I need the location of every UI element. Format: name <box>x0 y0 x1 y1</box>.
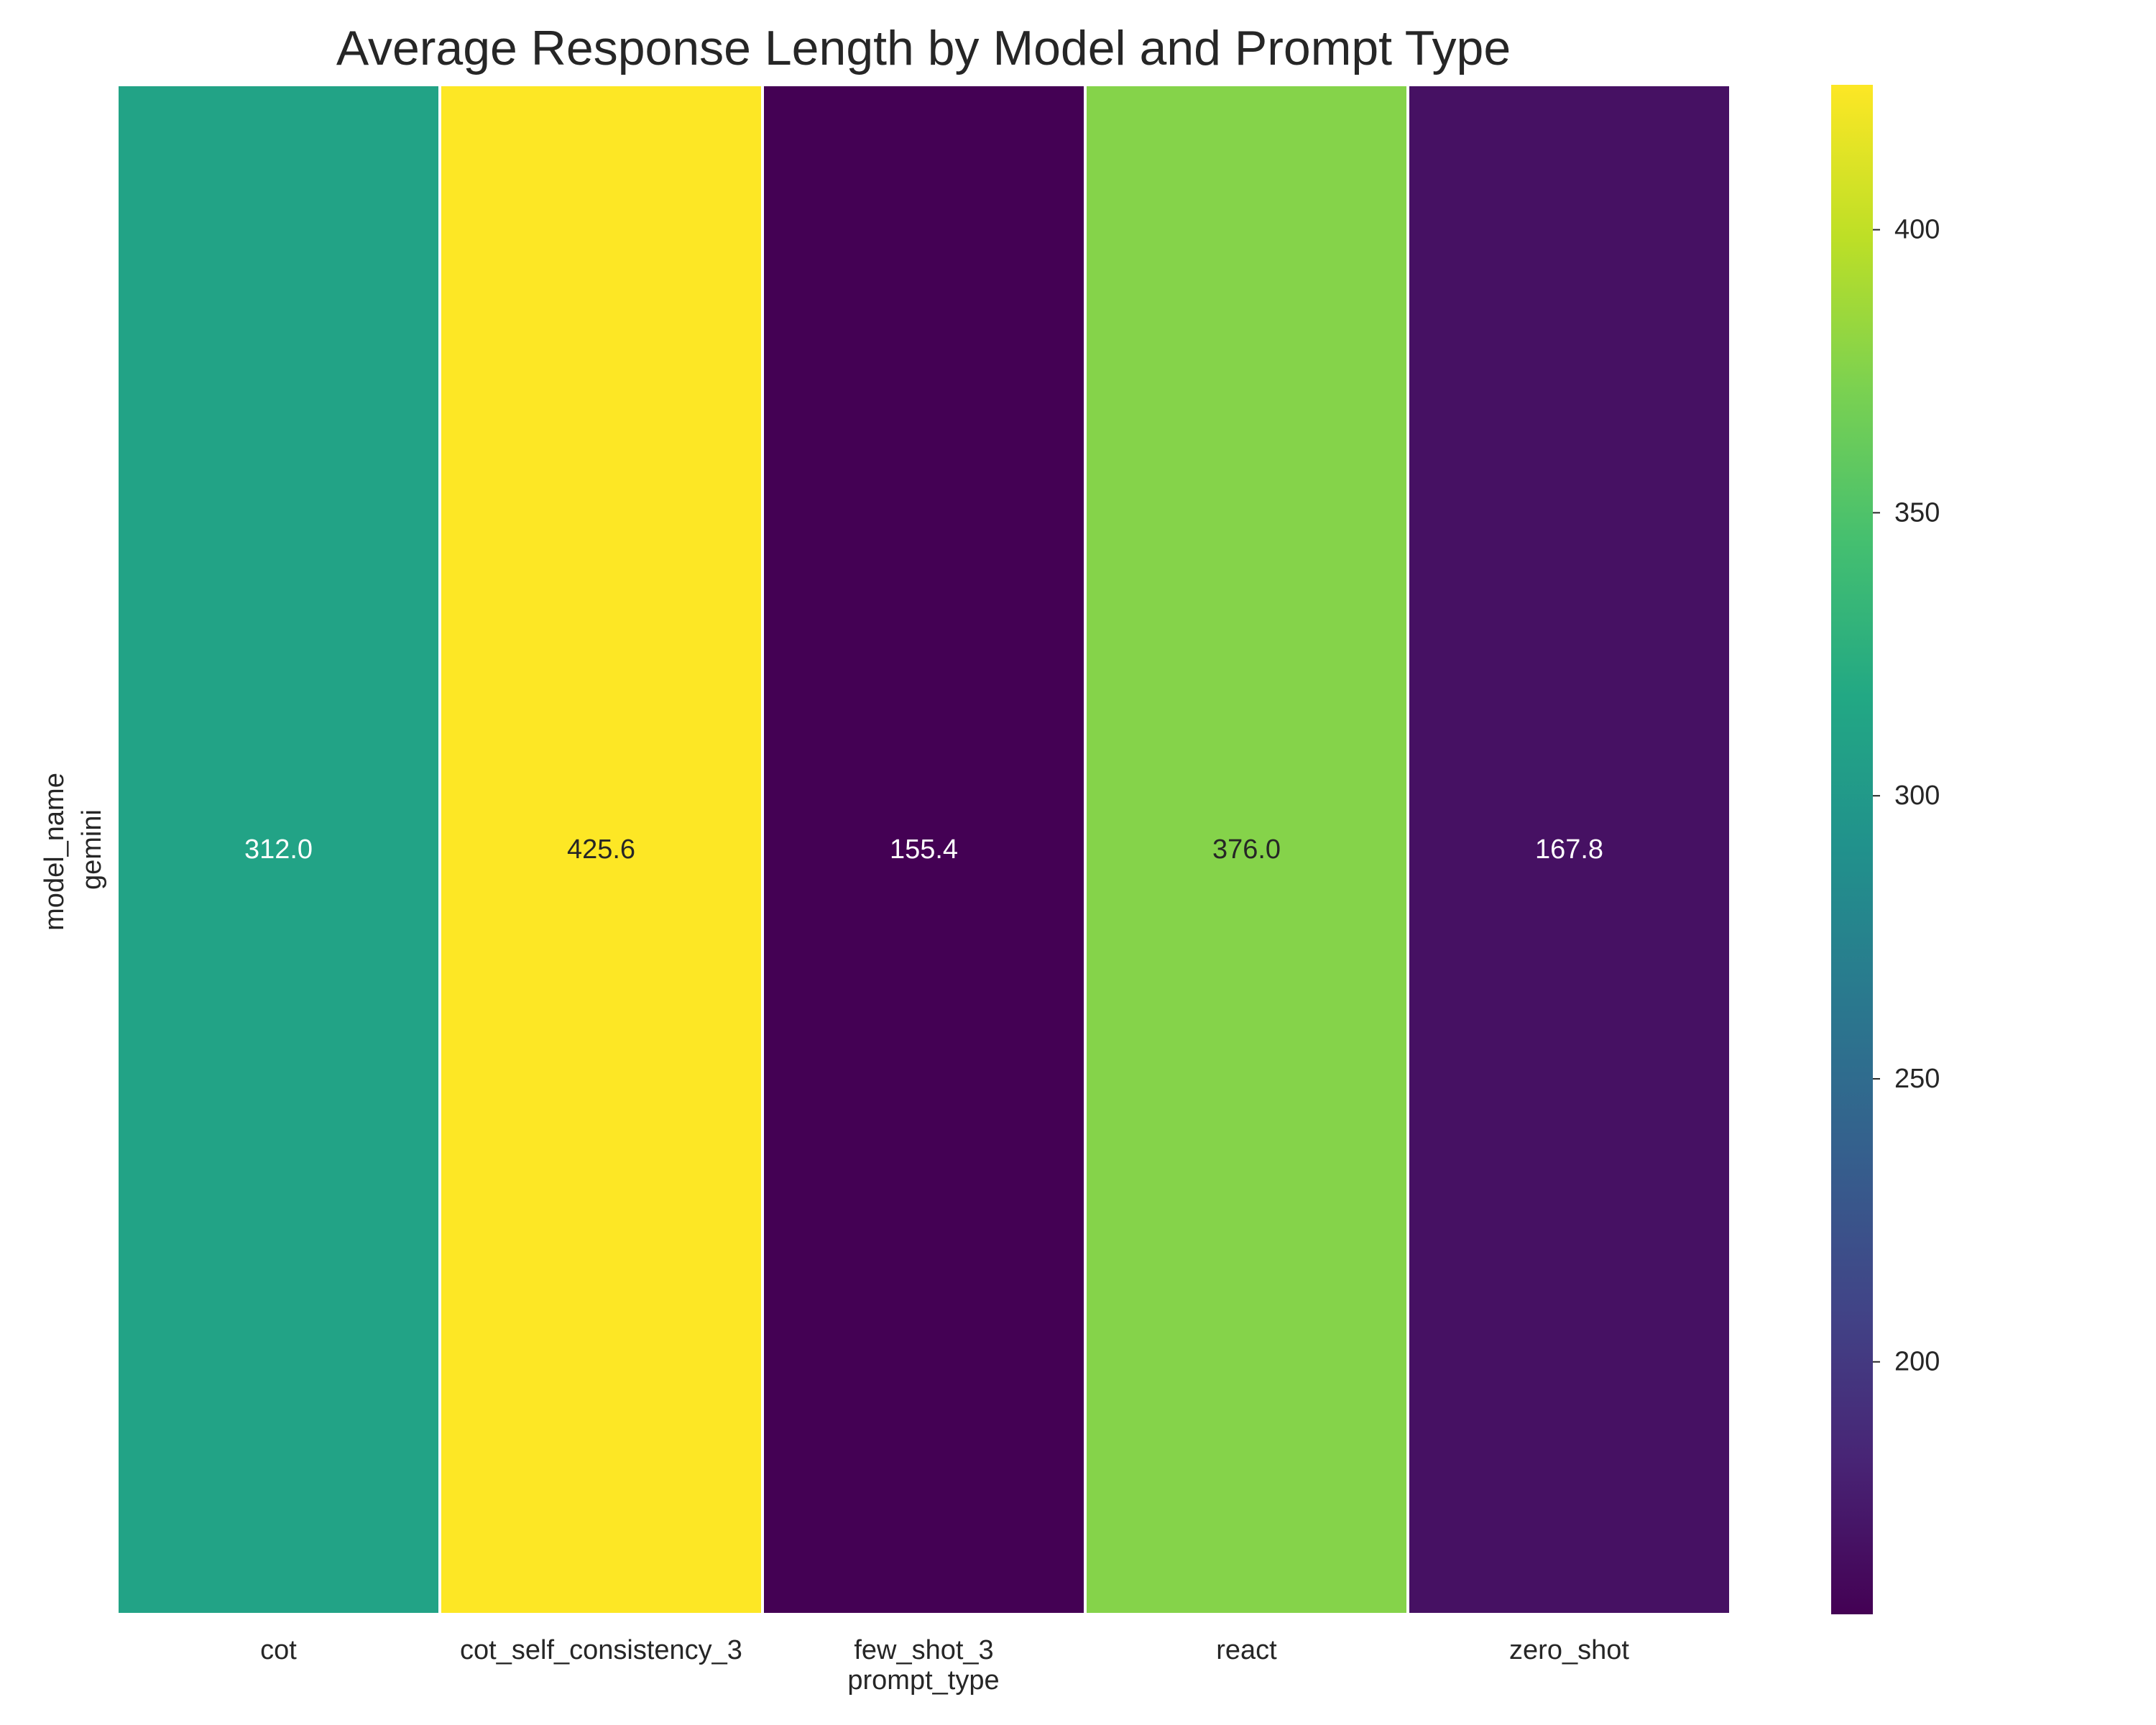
x-tick-label: cot <box>260 1635 297 1665</box>
colorbar-tick-label: 300 <box>1894 781 1940 811</box>
cell-value-label: 167.8 <box>1535 834 1603 865</box>
colorbar: 200 250 300 350 400 <box>1831 85 1940 1614</box>
cell-value-label: 155.4 <box>890 834 958 865</box>
cell-value-label: 376.0 <box>1212 834 1281 865</box>
x-axis-label: prompt_type <box>847 1665 999 1696</box>
y-tick-labels: gemini <box>77 809 107 890</box>
x-tick-label: few_shot_3 <box>854 1635 993 1665</box>
y-tick-label: gemini <box>77 809 107 890</box>
chart-title: Average Response Length by Model and Pro… <box>336 21 1511 75</box>
heatmap-cell-zero_shot <box>1406 83 1732 1616</box>
x-tick-label: cot_self_consistency_3 <box>460 1635 742 1665</box>
heatmap-cells <box>116 83 1732 1616</box>
colorbar-ticks: 200 250 300 350 400 <box>1873 215 1940 1377</box>
colorbar-tick-label: 200 <box>1894 1347 1940 1377</box>
x-tick-label: zero_shot <box>1509 1635 1629 1665</box>
cell-value-label: 312.0 <box>244 834 313 865</box>
heatmap-cell-labels: 312.0 425.6 155.4 376.0 167.8 <box>244 834 1603 865</box>
heatmap-cell-cot <box>116 83 441 1616</box>
colorbar-tick-label: 400 <box>1894 215 1940 245</box>
colorbar-tick-label: 350 <box>1894 497 1940 528</box>
cell-value-label: 425.6 <box>567 834 635 865</box>
colorbar-tick-label: 250 <box>1894 1064 1940 1094</box>
y-axis-label: model_name <box>40 773 70 931</box>
colorbar-gradient <box>1831 85 1873 1614</box>
heatmap-cell-cot_self_consistency_3 <box>438 83 764 1616</box>
heatmap-cell-few_shot_3 <box>761 83 1087 1616</box>
x-tick-labels: cot cot_self_consistency_3 few_shot_3 react… <box>260 1635 1629 1665</box>
heatmap-cell-react <box>1084 83 1409 1616</box>
x-tick-label: react <box>1216 1635 1277 1665</box>
